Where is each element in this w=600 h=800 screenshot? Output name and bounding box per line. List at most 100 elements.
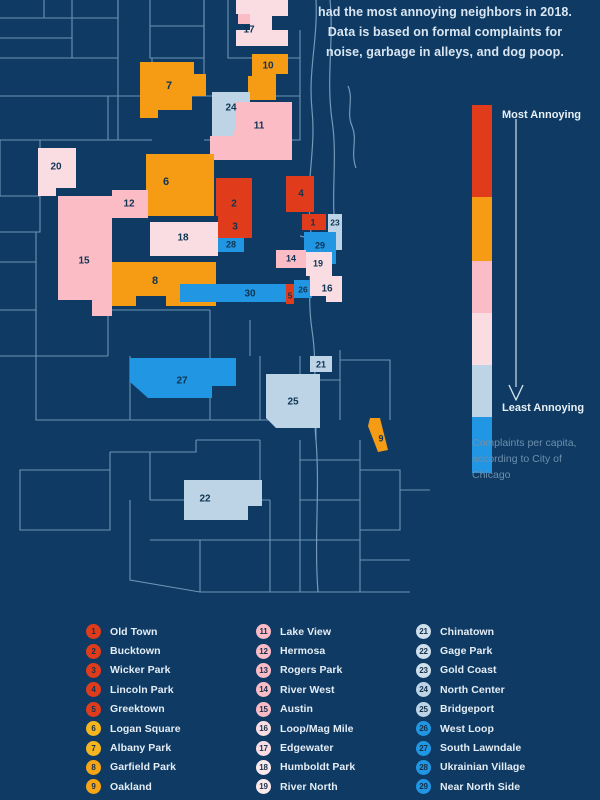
region-4[interactable] bbox=[286, 176, 314, 212]
key-item-18[interactable]: 18 Humboldt Park bbox=[256, 758, 421, 777]
region-20[interactable] bbox=[38, 148, 76, 196]
gradient-band-4 bbox=[472, 313, 492, 365]
key-badge-23: 23 bbox=[416, 662, 431, 678]
key-label-13: Rogers Park bbox=[280, 664, 343, 677]
key-item-26[interactable]: 26 West Loop bbox=[416, 719, 596, 738]
region-9[interactable] bbox=[368, 418, 388, 452]
key-item-3[interactable]: 3 Wicker Park bbox=[86, 661, 251, 680]
gradient-legend: Most Annoying Least Annoying Complaints … bbox=[472, 105, 600, 481]
key-item-16[interactable]: 16 Loop/Mag Mile bbox=[256, 719, 421, 738]
key-item-15[interactable]: 15 Austin bbox=[256, 700, 421, 719]
key-label-29: Near North Side bbox=[440, 780, 521, 793]
key-item-17[interactable]: 17 Edgewater bbox=[256, 738, 421, 757]
gradient-band-2 bbox=[472, 197, 492, 261]
svg-text:30: 30 bbox=[244, 289, 256, 300]
key-item-22[interactable]: 22 Gage Park bbox=[416, 641, 596, 660]
key-item-29[interactable]: 29 Near North Side bbox=[416, 777, 596, 796]
key-label-9: Oakland bbox=[110, 780, 152, 793]
headline-line-2: Data is based on formal complaints for bbox=[327, 25, 563, 39]
key-badge-27: 27 bbox=[416, 740, 431, 756]
key-item-8[interactable]: 8 Garfield Park bbox=[86, 758, 251, 777]
key-badge-5: 5 bbox=[86, 701, 101, 717]
key-label-17: Edgewater bbox=[280, 742, 334, 755]
key-label-11: Lake View bbox=[280, 625, 332, 638]
region-27[interactable] bbox=[130, 358, 236, 398]
svg-text:12: 12 bbox=[123, 199, 135, 210]
key-item-1[interactable]: 1 Old Town bbox=[86, 622, 251, 641]
region-10[interactable] bbox=[248, 54, 288, 100]
key-item-24[interactable]: 24 North Center bbox=[416, 680, 596, 699]
key-label-14: River West bbox=[280, 683, 335, 696]
region-25[interactable] bbox=[266, 374, 320, 428]
region-30[interactable] bbox=[180, 284, 286, 302]
key-item-13[interactable]: 13 Rogers Park bbox=[256, 661, 421, 680]
region-2[interactable] bbox=[216, 178, 252, 216]
svg-text:22: 22 bbox=[199, 494, 211, 505]
key-item-27[interactable]: 27 South Lawndale bbox=[416, 738, 596, 757]
region-16[interactable] bbox=[310, 276, 342, 302]
neighborhood-key: 1 Old Town 2 Bucktown 3 Wicker Park 4 Lincoln P… bbox=[0, 612, 600, 800]
key-label-21: Chinatown bbox=[440, 625, 495, 638]
region-17[interactable] bbox=[236, 0, 288, 46]
key-badge-8: 8 bbox=[86, 759, 101, 775]
region-28[interactable] bbox=[218, 238, 244, 252]
region-11[interactable] bbox=[210, 102, 292, 160]
region-15[interactable] bbox=[58, 196, 112, 316]
key-badge-24: 24 bbox=[416, 682, 431, 698]
svg-text:10: 10 bbox=[262, 61, 274, 72]
region-12[interactable] bbox=[112, 190, 148, 218]
key-item-7[interactable]: 7 Albany Park bbox=[86, 738, 251, 757]
region-21[interactable] bbox=[310, 356, 332, 372]
key-label-6: Logan Square bbox=[110, 722, 181, 735]
region-6[interactable] bbox=[146, 154, 214, 216]
key-item-23[interactable]: 23 Gold Coast bbox=[416, 661, 596, 680]
key-label-27: South Lawndale bbox=[440, 742, 522, 755]
key-badge-12: 12 bbox=[256, 643, 271, 659]
region-22[interactable] bbox=[184, 480, 262, 520]
region-26[interactable] bbox=[294, 280, 312, 298]
key-badge-19: 19 bbox=[256, 779, 271, 795]
key-badge-6: 6 bbox=[86, 721, 101, 737]
key-label-28: Ukrainian Village bbox=[440, 761, 526, 774]
svg-text:3: 3 bbox=[232, 222, 238, 233]
key-item-25[interactable]: 25 Bridgeport bbox=[416, 700, 596, 719]
key-label-5: Greektown bbox=[110, 703, 165, 716]
key-item-14[interactable]: 14 River West bbox=[256, 680, 421, 699]
svg-text:24: 24 bbox=[225, 103, 237, 114]
legend-most-annoying-label: Most Annoying bbox=[502, 109, 582, 121]
region-7[interactable] bbox=[140, 62, 206, 118]
key-badge-26: 26 bbox=[416, 721, 431, 737]
svg-text:25: 25 bbox=[287, 397, 299, 408]
key-badge-1: 1 bbox=[86, 624, 101, 640]
key-item-19[interactable]: 19 River North bbox=[256, 777, 421, 796]
svg-text:23: 23 bbox=[330, 217, 340, 227]
svg-text:29: 29 bbox=[315, 240, 325, 250]
svg-text:15: 15 bbox=[78, 256, 90, 267]
key-item-4[interactable]: 4 Lincoln Park bbox=[86, 680, 251, 699]
key-item-5[interactable]: 5 Greektown bbox=[86, 700, 251, 719]
key-item-28[interactable]: 28 Ukrainian Village bbox=[416, 758, 596, 777]
key-badge-17: 17 bbox=[256, 740, 271, 756]
chicago-choropleth-map[interactable]: 17 10 7 24 11 20 6 12 4 2 3 1 23 18 28 2… bbox=[0, 0, 470, 610]
region-1[interactable] bbox=[302, 214, 326, 230]
region-19[interactable] bbox=[306, 252, 332, 276]
key-item-12[interactable]: 12 Hermosa bbox=[256, 641, 421, 660]
map-svg: 17 10 7 24 11 20 6 12 4 2 3 1 23 18 28 2… bbox=[0, 0, 430, 593]
key-item-21[interactable]: 21 Chinatown bbox=[416, 622, 596, 641]
gradient-color-bar bbox=[472, 105, 492, 473]
svg-text:8: 8 bbox=[152, 275, 158, 287]
region-14[interactable] bbox=[276, 250, 306, 268]
key-item-11[interactable]: 11 Lake View bbox=[256, 622, 421, 641]
region-3[interactable] bbox=[218, 216, 252, 238]
region-18[interactable] bbox=[150, 222, 218, 256]
key-item-2[interactable]: 2 Bucktown bbox=[86, 641, 251, 660]
key-badge-3: 3 bbox=[86, 662, 101, 678]
key-badge-21: 21 bbox=[416, 624, 431, 640]
neighborhood-polygons[interactable] bbox=[38, 0, 388, 520]
headline-text: had the most annoying neighbors in 2018.… bbox=[300, 2, 590, 62]
region-5[interactable] bbox=[286, 284, 294, 304]
key-item-6[interactable]: 6 Logan Square bbox=[86, 719, 251, 738]
key-item-9[interactable]: 9 Oakland bbox=[86, 777, 251, 796]
headline-line-1: had the most annoying neighbors in 2018. bbox=[317, 5, 573, 19]
